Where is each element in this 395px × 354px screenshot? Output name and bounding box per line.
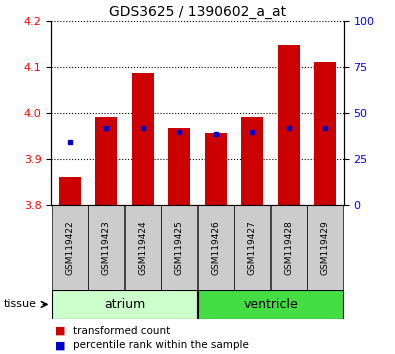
- Text: GSM119425: GSM119425: [175, 221, 184, 275]
- Bar: [241, 117, 263, 205]
- Title: GDS3625 / 1390602_a_at: GDS3625 / 1390602_a_at: [109, 5, 286, 19]
- Bar: [314, 62, 336, 205]
- Bar: [161, 205, 198, 290]
- Text: GSM119424: GSM119424: [138, 221, 147, 275]
- Bar: [95, 116, 117, 205]
- Text: GSM119423: GSM119423: [102, 221, 111, 275]
- Bar: [205, 133, 227, 205]
- Bar: [198, 290, 344, 319]
- Text: GSM119429: GSM119429: [321, 221, 330, 275]
- Text: ■: ■: [55, 340, 66, 350]
- Bar: [51, 290, 198, 319]
- Bar: [307, 205, 344, 290]
- Text: transformed count: transformed count: [73, 326, 170, 336]
- Bar: [124, 205, 161, 290]
- Bar: [51, 205, 88, 290]
- Bar: [132, 73, 154, 205]
- Text: GSM119422: GSM119422: [65, 221, 74, 275]
- Bar: [168, 129, 190, 205]
- Bar: [278, 45, 300, 205]
- Text: atrium: atrium: [104, 298, 145, 311]
- Text: GSM119428: GSM119428: [284, 221, 293, 275]
- Text: percentile rank within the sample: percentile rank within the sample: [73, 340, 249, 350]
- Bar: [198, 205, 234, 290]
- Text: ■: ■: [55, 326, 66, 336]
- Bar: [271, 205, 307, 290]
- Bar: [59, 177, 81, 205]
- Text: ventricle: ventricle: [243, 298, 298, 311]
- Text: GSM119426: GSM119426: [211, 221, 220, 275]
- Bar: [234, 205, 271, 290]
- Bar: [88, 205, 124, 290]
- Text: GSM119427: GSM119427: [248, 221, 257, 275]
- Text: tissue: tissue: [4, 299, 37, 309]
